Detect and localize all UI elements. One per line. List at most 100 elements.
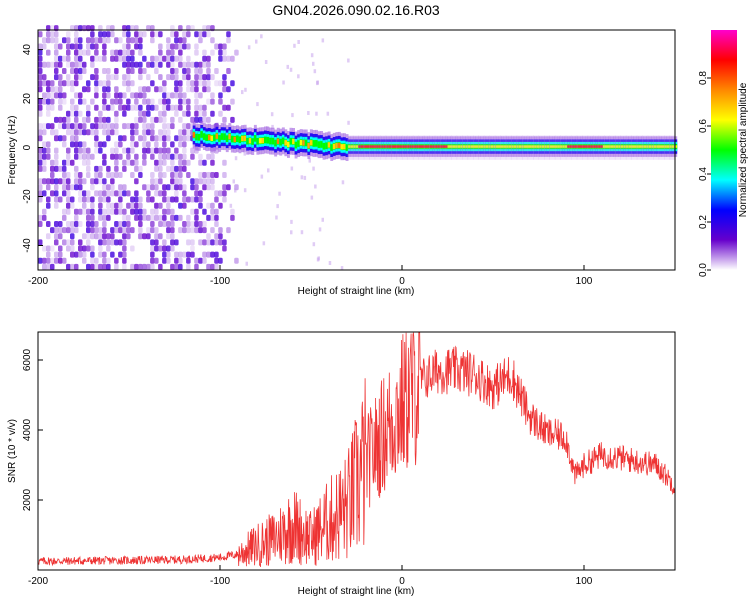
spectrogram-cell [290,230,293,235]
spectrogram-cell [134,98,139,105]
spectrogram-cell [182,110,187,117]
spectrogram-cell [358,145,362,148]
spectrogram-cell [445,135,452,160]
spectrogram-cell [174,196,179,203]
spectrogram-cell [142,98,147,105]
spectrogram-cell [138,227,143,234]
spectrogram-cell [58,196,63,203]
spectrogram-cell [150,208,155,215]
spectrogram-cell [226,37,231,44]
spectrogram-cell [206,55,211,62]
spectrogram-cell [78,37,83,44]
spectrogram-cell [290,219,293,224]
spectrogram-cell [38,104,43,111]
spectrogram-cell [243,135,247,141]
spectrogram-cell [54,257,59,264]
spectrogram-cell [478,135,485,160]
spectrogram-cell [150,104,155,111]
spectrogram-cell [358,135,365,160]
spectrogram-cell [110,251,115,258]
spectrogram-cell [602,145,606,148]
spectrogram-cell [353,145,357,148]
spectrogram-cell [214,43,219,50]
spectrogram-cell [210,37,215,44]
spectrogram-cell [90,43,95,50]
spectrogram-cell [122,190,127,197]
spectrogram-cell [275,215,278,220]
spectrogram-cell [86,37,91,44]
spectrogram-cell [166,147,171,154]
spectrogram-cell [62,123,67,130]
spectrogram-cell [162,239,167,246]
spectrogram-cell [74,116,79,123]
spectrogram-cell [146,233,151,240]
spectrogram-cell [62,184,67,191]
spectrogram-cell [465,145,469,148]
spectrogram-cell [610,145,614,148]
spectrogram-cell [158,98,163,105]
spectrogram-cell [150,184,155,191]
spectrogram-cell [78,172,83,178]
spectrogram-cell [190,178,195,185]
spectrogram-cell [130,202,135,209]
spectrogram-cell [648,145,652,148]
spectrogram-cell [158,165,163,172]
spectrogram-cell [98,165,103,172]
spectrogram-cell [214,239,219,246]
spectrogram-cell [122,165,127,172]
spectrogram-cell [178,116,183,123]
spectrogram-cell [360,145,364,148]
spectrogram-cell [182,153,187,160]
snr-x-tick-label: 0 [399,576,405,587]
spectrogram-cell [178,98,183,105]
spectrogram-cell [226,55,231,62]
spectrogram-cell [302,140,306,146]
spectrogram-cell [198,196,203,203]
spectrogram-cell [46,123,51,130]
spectrogram-cell [118,49,123,56]
spectrogram-cell [54,153,59,160]
spectrogram-cell [118,184,123,191]
spectrogram-cell [166,227,171,234]
spectrogram-cell [162,55,167,62]
spectrogram-cell [194,178,199,185]
spectrogram-cell [130,55,135,62]
spectrogram-cell [202,227,207,234]
spectrogram-cell [174,153,179,160]
spectrogram-cell [78,141,83,148]
spectrogram-cell [186,227,191,234]
spectrogram-cell [86,116,91,123]
spectrogram-cell [363,135,370,160]
spectrogram-cell [343,144,346,150]
spectrogram-cell [166,55,171,62]
spectrogram-cell [186,80,191,87]
spectrogram-cell [74,208,79,215]
spectrogram-cell [78,190,83,197]
spectrogram-cell [122,208,127,215]
spectrogram-cell [110,129,115,136]
spectrogram-cell [480,145,484,148]
spectrogram-cell [134,123,139,130]
spectrogram-cell [247,45,251,50]
spectrogram-cell [154,147,159,154]
spectrogram-cell [46,202,51,209]
spectrogram-cell [78,153,83,160]
spectrogram-cell [58,245,63,252]
spectrogram-cell [126,190,131,197]
spectrogram-cell [66,190,71,197]
spectrogram-cell [202,133,206,140]
spectrogram-cell [102,37,107,44]
spectrogram-cell [142,141,147,148]
spectrogram-cells [38,25,678,271]
spectrogram-cell [126,49,131,56]
spectrogram-cell [62,227,67,234]
spectrogram-cell [154,86,159,93]
spectrogram-cell [206,251,211,258]
spectrogram-cell [170,165,175,172]
spectrogram-cell [158,153,163,160]
spectrogram-cell [82,116,87,123]
spectrogram-cell [236,135,239,143]
spectrogram-cell [66,116,71,123]
spectrogram-cell [162,129,167,136]
spectrogram-cell [442,145,446,148]
